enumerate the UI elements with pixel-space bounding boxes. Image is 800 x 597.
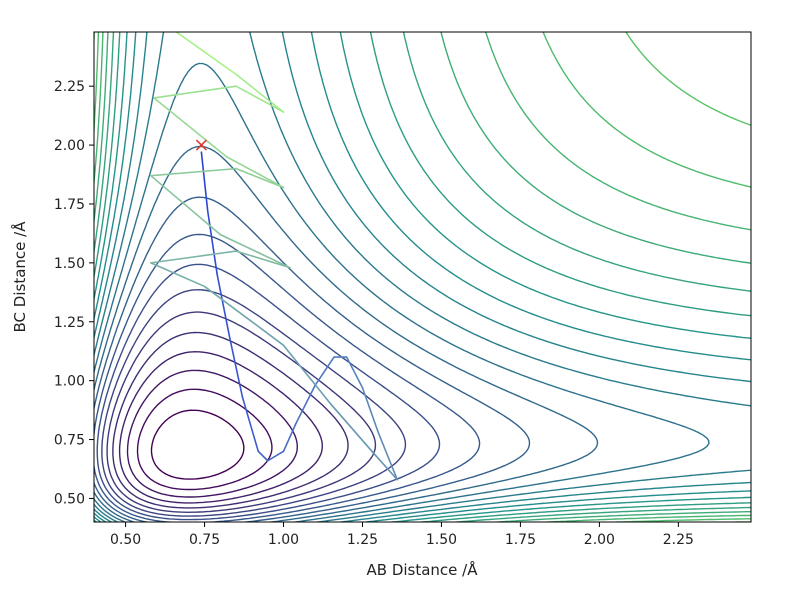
trajectory-segment (314, 356, 335, 387)
x-tick-label: 1.25 (347, 532, 378, 548)
trajectory-segment (235, 167, 285, 189)
y-tick-label: 1.25 (54, 315, 85, 331)
trajectory-segment (219, 233, 291, 269)
x-tick-label: 0.50 (110, 532, 141, 548)
contour-level-16 (94, 32, 751, 522)
contour-level-22 (94, 32, 751, 522)
marker-layer (195, 139, 207, 151)
trajectory-segment (200, 151, 209, 212)
y-tick-label: 0.75 (54, 433, 85, 449)
x-axis-ticks: 0.50 0.75 1.00 1.25 1.50 1.75 2.00 2.25 (110, 522, 694, 548)
start-point-marker (195, 139, 207, 151)
plot-frame (93, 31, 752, 523)
contour-level-15 (94, 32, 751, 522)
trajectory-segment (150, 262, 206, 288)
x-tick-label: 0.75 (189, 532, 220, 548)
y-tick-label: 1.00 (54, 374, 85, 390)
trajectory-segment (282, 422, 297, 453)
contour-lines (94, 32, 751, 522)
trajectory-segment (203, 285, 247, 318)
contour-level-17 (94, 32, 751, 522)
y-tick-label: 1.75 (54, 197, 85, 213)
trajectory-segment (282, 344, 332, 406)
contour-level-1 (150, 409, 245, 480)
trajectory-segment (150, 174, 222, 236)
trajectory-segment (377, 431, 399, 481)
contour-level-7 (101, 289, 407, 517)
trajectory-segment (225, 156, 285, 189)
trajectory-segment (361, 386, 380, 434)
trajectory-segment (330, 403, 373, 453)
trajectory-segment (174, 32, 237, 76)
contour-level-8 (96, 263, 441, 521)
contour-level-18 (94, 32, 751, 522)
trajectory-segment (235, 250, 291, 269)
x-tick-label: 1.00 (268, 532, 299, 548)
contour-level-2 (136, 388, 273, 491)
y-axis-ticks: 0.50 0.75 1.00 1.25 1.50 1.75 2.00 2.25 (54, 79, 94, 507)
contour-level-14 (94, 32, 751, 522)
y-tick-label: 0.50 (54, 491, 85, 507)
trajectory-layer (150, 32, 399, 481)
trajectory-segment (150, 250, 237, 264)
y-axis-label: BC Distance /Å (10, 221, 29, 333)
contour-level-21 (94, 32, 751, 522)
trajectory-segment (241, 396, 260, 453)
trajectory-segment (235, 73, 285, 113)
contour-level-19 (94, 32, 751, 522)
trajectory-segment (371, 450, 399, 481)
trajectory-segment (150, 167, 237, 177)
x-tick-label: 1.75 (505, 532, 536, 548)
x-tick-label: 2.00 (584, 532, 615, 548)
y-tick-label: 2.25 (54, 79, 85, 95)
trajectory-segment (295, 384, 316, 424)
trajectory-segment (216, 273, 231, 340)
trajectory-segment (345, 356, 364, 389)
contour-level-6 (106, 311, 377, 513)
trajectory-segment (244, 316, 285, 347)
contour-level-12 (94, 62, 710, 522)
y-tick-label: 1.50 (54, 256, 85, 272)
contour-level-3 (126, 369, 298, 498)
contour-level-10 (94, 196, 531, 522)
contour-level-20 (94, 32, 751, 522)
y-tick-label: 2.00 (54, 138, 85, 154)
trajectory-segment (153, 97, 228, 158)
trajectory-segment (266, 450, 285, 462)
contour-level-11 (94, 145, 599, 522)
x-tick-label: 2.25 (663, 532, 694, 548)
x-axis-label: AB Distance /Å (367, 560, 479, 579)
trajectory-segment (206, 210, 218, 276)
trajectory-segment (153, 85, 237, 99)
x-tick-label: 1.50 (426, 532, 457, 548)
trajectory-segment (235, 85, 285, 113)
plot-area (94, 32, 751, 522)
trajectory-segment (257, 450, 269, 462)
contour-level-5 (112, 331, 349, 509)
trajectory-segment (229, 337, 244, 398)
